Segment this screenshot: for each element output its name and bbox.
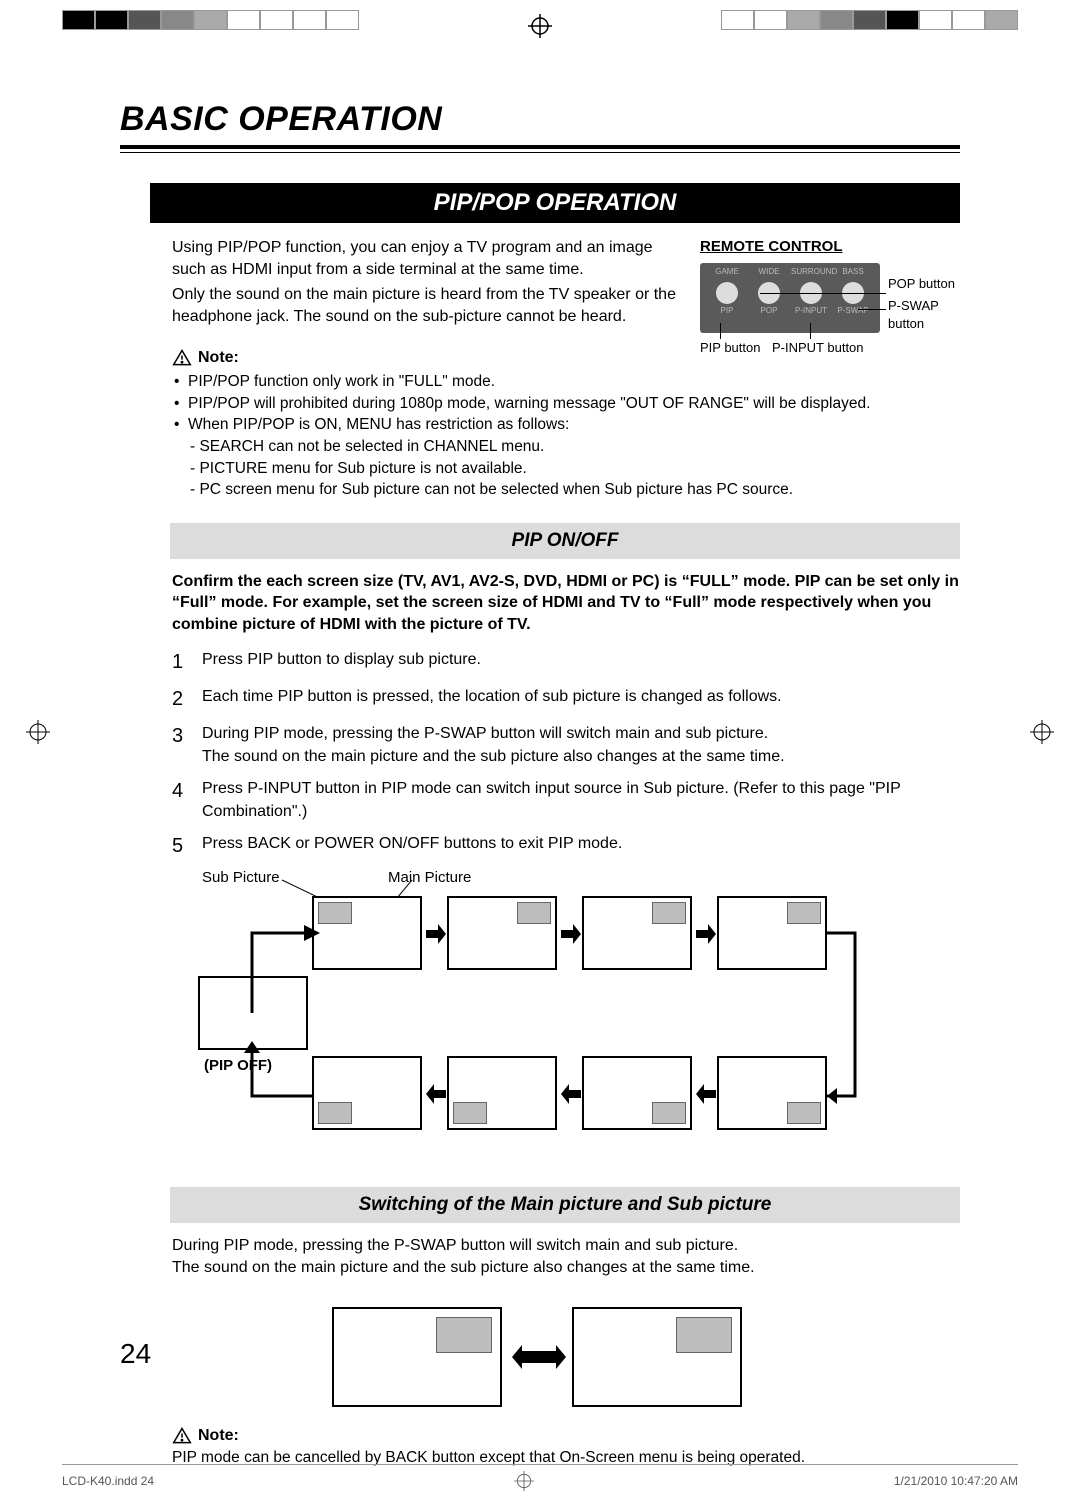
crosshair-icon — [1030, 720, 1054, 744]
step-number: 5 — [172, 833, 190, 860]
callout-pinput: P-INPUT button — [772, 339, 882, 357]
step-number: 4 — [172, 778, 190, 823]
color-swatches-left — [62, 10, 359, 30]
note-subitem: - PC screen menu for Sub picture can not… — [190, 479, 960, 501]
callout-pop: POP button — [888, 275, 968, 293]
note-label: Note: — [198, 347, 239, 369]
crosshair-icon — [514, 1471, 534, 1491]
remote-label: P-SWAP — [833, 306, 873, 317]
step-text: During PIP mode, pressing the P-SWAP but… — [202, 723, 785, 768]
note-label: Note: — [198, 1425, 239, 1447]
page-title: BASIC OPERATION — [120, 100, 960, 139]
page-number: 24 — [120, 1338, 151, 1370]
remote-label: PIP — [707, 306, 747, 317]
switch-paragraph: During PIP mode, pressing the P-SWAP but… — [172, 1235, 960, 1280]
remote-label: WIDE — [749, 267, 789, 278]
step-number: 2 — [172, 686, 190, 713]
remote-label: GAME — [707, 267, 747, 278]
intro-paragraph: Using PIP/POP function, you can enjoy a … — [172, 237, 676, 282]
remote-label: SURROUND — [791, 267, 831, 278]
step-text: Press PIP button to display sub picture. — [202, 649, 481, 676]
step-text: Press BACK or POWER ON/OFF buttons to ex… — [202, 833, 622, 860]
print-footer: LCD-K40.indd 24 1/21/2010 10:47:20 AM — [62, 1464, 1018, 1491]
footer-file: LCD-K40.indd 24 — [62, 1474, 154, 1488]
step-number: 1 — [172, 649, 190, 676]
crosshair-icon — [26, 720, 50, 744]
remote-heading: REMOTE CONTROL — [700, 237, 960, 257]
title-rule — [120, 145, 960, 153]
print-registration-top — [0, 10, 1080, 40]
remote-label: POP — [749, 306, 789, 317]
note-subitem: - SEARCH can not be selected in CHANNEL … — [190, 436, 960, 458]
warning-icon — [172, 348, 192, 368]
crosshair-icon — [528, 14, 552, 38]
remote-diagram: GAME WIDE SURROUND BASS PIP POP P-INPUT — [700, 263, 880, 333]
remote-label: P-INPUT — [791, 306, 831, 317]
step-number: 3 — [172, 723, 190, 768]
step-text: Press P-INPUT button in PIP mode can swi… — [202, 778, 960, 823]
switch-diagram — [172, 1289, 960, 1419]
color-swatches-right — [721, 10, 1018, 30]
footer-timestamp: 1/21/2010 10:47:20 AM — [894, 1474, 1018, 1488]
note-subitem: - PICTURE menu for Sub picture is not av… — [190, 458, 960, 480]
pip-cycle-diagram: Sub Picture Main Picture (PIP OFF) — [172, 870, 960, 1165]
callout-pswap: P-SWAP button — [888, 297, 968, 332]
subsection-header: Switching of the Main picture and Sub pi… — [170, 1187, 960, 1223]
note-bullet: PIP/POP will prohibited during 1080p mod… — [174, 393, 960, 415]
remote-label: BASS — [833, 267, 873, 278]
intro-paragraph: Only the sound on the main picture is he… — [172, 284, 676, 329]
note-bullet: PIP/POP function only work in "FULL" mod… — [174, 371, 960, 393]
step-text: Each time PIP button is pressed, the loc… — [202, 686, 782, 713]
subsection-header: PIP ON/OFF — [170, 523, 960, 559]
note-bullet: When PIP/POP is ON, MENU has restriction… — [174, 414, 960, 436]
manual-page: BASIC OPERATION PIP/POP OPERATION Using … — [120, 100, 960, 1469]
section-header: PIP/POP OPERATION — [150, 183, 960, 223]
warning-icon — [172, 1426, 192, 1446]
pip-precondition: Confirm the each screen size (TV, AV1, A… — [172, 571, 960, 636]
